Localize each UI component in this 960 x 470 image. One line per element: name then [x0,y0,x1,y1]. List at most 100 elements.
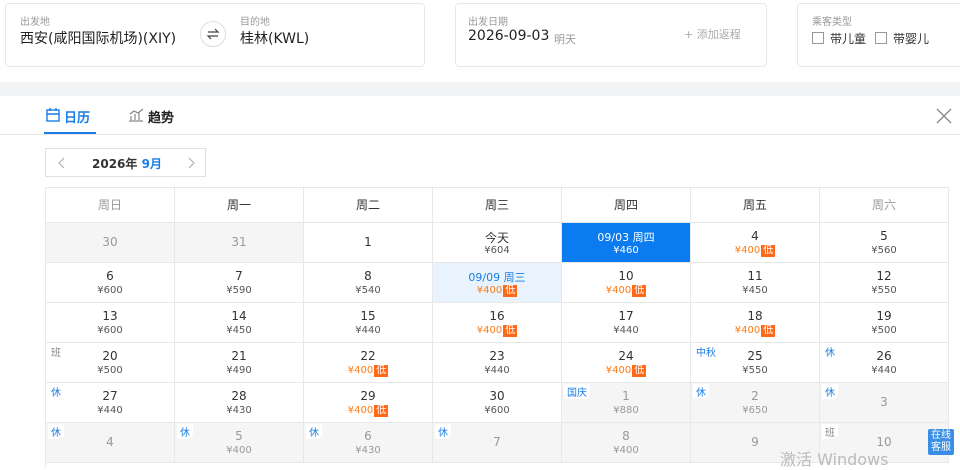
tab[interactable]: 趋势 [148,111,175,126]
route-card[interactable]: 出发地 西安(咸阳国际机场)(XIY) 目的地 桂林(KWL) [5,3,425,67]
holiday-badge: 休 [177,424,193,439]
day-cell[interactable]: 26 ¥440 休 [820,343,949,383]
day-cell[interactable]: 10 ¥400 低 [562,263,691,303]
option-child[interactable]: 带儿童 [812,30,866,47]
day-label: 7 [493,435,501,449]
price: ¥400 [605,285,632,296]
price-line: ¥450 [175,325,303,336]
day-cell[interactable]: 19 ¥500 [820,303,949,343]
low-tag: 低 [374,405,389,417]
day-cell[interactable]: 4 ¥400 低 [691,223,820,263]
holiday-badge: 休 [693,384,709,399]
day-cell[interactable]: 23 ¥440 [433,343,562,383]
day-cell[interactable]: 13 ¥600 [46,303,175,343]
day-cell[interactable]: 2 ¥650 休 [691,383,820,423]
day-cell[interactable]: 20 ¥500 班 [46,343,175,383]
option-infant[interactable]: 带婴儿 [875,30,929,47]
day-cell[interactable]: 24 ¥400 低 [562,343,691,383]
day-label: 14 [231,309,247,323]
option-text: 带儿童 [830,32,867,46]
day-cell[interactable]: 22 ¥400 低 [304,343,433,383]
add-return[interactable]: + 添加返程 [684,28,741,41]
price-line: ¥460 [562,245,690,256]
day-label: 6 [106,269,114,283]
price-line: ¥400 [175,445,303,456]
day-cell[interactable]: 28 ¥430 [175,383,304,423]
day-cell[interactable]: 6 ¥600 [46,263,175,303]
day-cell[interactable]: 30 [46,223,175,263]
day-cell[interactable]: 16 ¥400 低 [433,303,562,343]
price: ¥550 [871,285,897,296]
from-value[interactable]: 西安(咸阳国际机场)(XIY) [20,31,177,47]
to-value[interactable]: 桂林(KWL) [240,31,310,47]
day-cell[interactable]: 1 ¥880 国庆 [562,383,691,423]
close-button[interactable] [936,108,952,124]
next-month[interactable] [187,157,195,169]
price-line: ¥604 [433,245,561,256]
price-line: ¥500 [46,365,174,376]
holiday-badge: 休 [435,424,451,439]
calendar-icon [46,108,60,122]
day-cell[interactable]: 今天 ¥604 [433,223,562,263]
holiday-badge: 休 [48,424,64,439]
day-label: 09/09 周三 [468,271,526,284]
day-cell[interactable]: 14 ¥450 [175,303,304,343]
day-label: 23 [489,349,505,363]
day-cell[interactable]: 30 ¥600 [433,383,562,423]
day-cell[interactable]: 8 ¥540 [304,263,433,303]
day-label: 24 [618,349,634,363]
day-cell[interactable]: 25 ¥550 中秋 [691,343,820,383]
day-cell[interactable]: 8 ¥400 [562,423,691,463]
price-line: ¥650 [691,405,819,416]
day-cell[interactable]: 29 ¥400 低 [304,383,433,423]
day-cell[interactable]: 31 [175,223,304,263]
date-value[interactable]: 2026-09-03 [468,28,550,44]
prev-month[interactable] [58,157,66,169]
checkbox[interactable] [875,32,887,44]
price: ¥400 [476,325,503,336]
day-label: 8 [622,429,630,443]
day-cell[interactable]: 21 ¥490 [175,343,304,383]
price-line: ¥880 [562,405,690,416]
low-tag: 低 [503,325,518,337]
day-cell[interactable]: 12 ¥550 [820,263,949,303]
day-label: 1 [622,389,630,403]
price: ¥490 [226,365,252,376]
day-cell[interactable]: 11 ¥450 [691,263,820,303]
swap-button[interactable] [199,20,227,48]
day-label: 28 [231,389,247,403]
day-cell[interactable]: 7 ¥590 [175,263,304,303]
tab[interactable]: 日历 [64,111,91,126]
weekday-cell: 周五 [691,188,820,223]
holiday-badge: 休 [822,384,838,399]
day-cell[interactable]: 17 ¥440 [562,303,691,343]
price-line: ¥400 低 [691,245,819,257]
price: ¥440 [613,325,639,336]
checkbox[interactable] [812,32,824,44]
service-button[interactable]: 在线客服 [928,429,954,455]
holiday-badge: 休 [48,384,64,399]
price-line: ¥450 [691,285,819,296]
day-cell[interactable]: 10 班 [820,423,949,463]
holiday-badge: 班 [48,344,64,359]
day-cell[interactable]: 09/09 周三 ¥400 低 [433,263,562,303]
price-line: ¥430 [175,405,303,416]
price: ¥600 [97,325,123,336]
price-line: ¥600 [433,405,561,416]
day-cell[interactable]: 5 ¥560 [820,223,949,263]
day-cell[interactable]: 5 ¥400 休 [175,423,304,463]
price-line: ¥400 低 [562,285,690,297]
price: ¥590 [226,285,252,296]
day-cell[interactable]: 27 ¥440 休 [46,383,175,423]
day-cell[interactable]: 18 ¥400 低 [691,303,820,343]
day-cell[interactable]: 15 ¥440 [304,303,433,343]
from-label: 出发地 [20,17,50,28]
date-card[interactable]: 出发日期 2026-09-03 明天 + 添加返程 [455,3,767,67]
day-cell[interactable]: 1 [304,223,433,263]
day-cell[interactable]: 6 ¥430 休 [304,423,433,463]
tab-underline [44,132,96,134]
day-cell[interactable]: 09/03 周四 ¥460 [562,223,691,263]
